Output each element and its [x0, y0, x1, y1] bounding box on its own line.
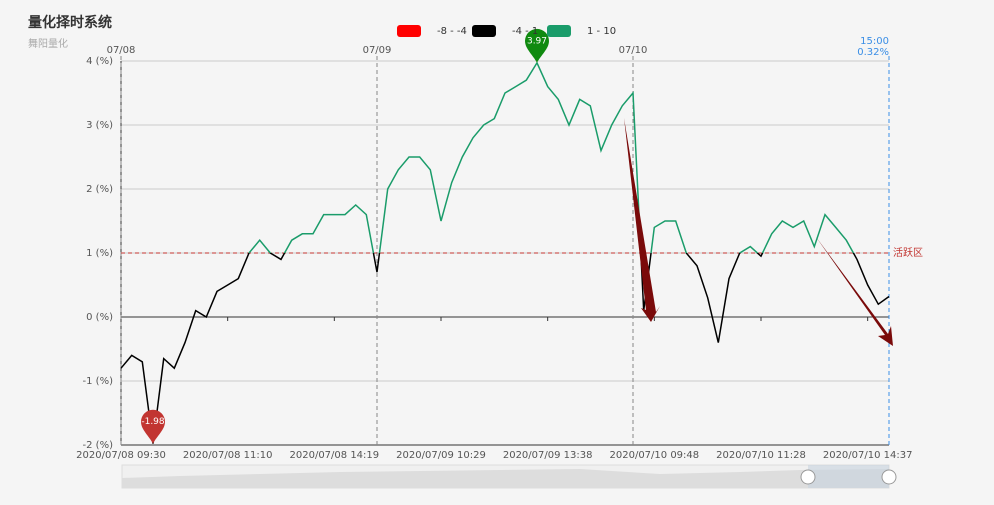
arrow	[816, 237, 893, 346]
mark-point-label: 3.97	[527, 36, 547, 46]
slider-preview	[122, 469, 889, 488]
y-tick-label: -1 (%)	[83, 376, 114, 387]
legend-swatch	[397, 25, 421, 37]
mark-point	[141, 409, 165, 444]
day-marker-label: 07/09	[363, 45, 392, 56]
legend-swatch	[547, 25, 571, 37]
slider-handle[interactable]	[800, 469, 816, 485]
end-marker-value: 0.32%	[857, 47, 889, 58]
slider-window[interactable]	[808, 465, 889, 488]
x-tick-label: 2020/07/08 14:19	[290, 450, 380, 461]
legend-label: 1 - 10	[587, 26, 616, 37]
x-tick-label: 2020/07/10 11:28	[716, 450, 806, 461]
x-tick-label: 2020/07/08 09:30	[76, 450, 166, 461]
day-marker-label: 07/08	[107, 45, 136, 56]
chart-subtitle: 舞阳量化	[28, 37, 68, 50]
y-tick-label: -2 (%)	[83, 440, 114, 451]
mark-point	[525, 28, 549, 63]
y-tick-label: 0 (%)	[86, 312, 113, 323]
series-line	[120, 61, 890, 444]
x-tick-label: 2020/07/08 11:10	[183, 450, 273, 461]
y-tick-label: 1 (%)	[86, 248, 113, 259]
y-tick-label: 3 (%)	[86, 120, 113, 131]
day-marker-label: 07/10	[619, 45, 648, 56]
x-tick-label: 2020/07/10 14:37	[823, 450, 913, 461]
y-tick-label: 4 (%)	[86, 56, 113, 67]
data-zoom-slider[interactable]	[121, 464, 897, 489]
y-tick-label: 2 (%)	[86, 184, 113, 195]
legend-label: -8 - -4	[437, 26, 467, 37]
end-marker-time: 15:00	[860, 36, 889, 47]
x-tick-label: 2020/07/09 10:29	[396, 450, 486, 461]
slider-handle[interactable]	[881, 469, 897, 485]
legend-label: -4 - 1	[512, 26, 538, 37]
annotation-arrows	[624, 118, 893, 346]
mark-point-label: -1.98	[141, 417, 165, 427]
x-tick-label: 2020/07/10 09:48	[610, 450, 700, 461]
chart-title: 量化择时系统	[28, 14, 112, 31]
x-tick-label: 2020/07/09 13:38	[503, 450, 593, 461]
legend-swatch	[472, 25, 496, 37]
arrow	[624, 118, 660, 322]
mark-line-label: 活跃区	[893, 247, 923, 259]
